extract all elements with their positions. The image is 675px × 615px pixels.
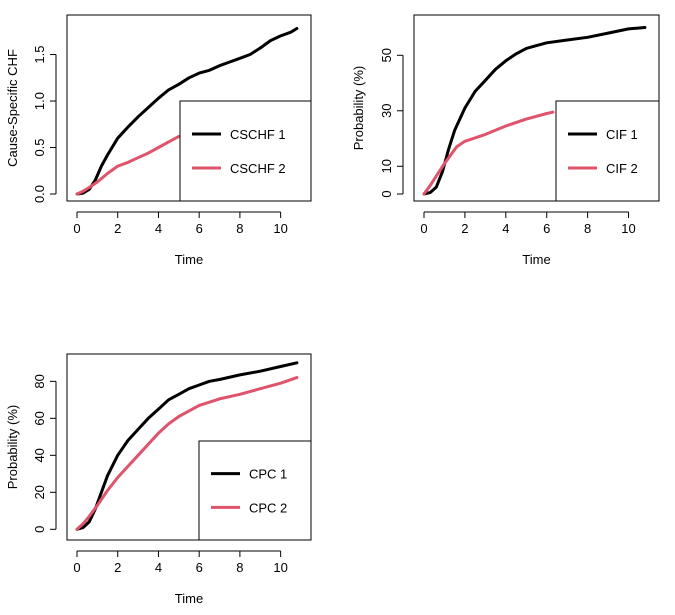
legend-label-2: CSCHF 2 <box>230 161 286 176</box>
x-axis-label: Time <box>175 591 203 606</box>
series-line-2 <box>75 376 299 531</box>
x-tick-label: 10 <box>273 221 287 236</box>
y-axis-label: Cause-Specific CHF <box>5 49 20 167</box>
y-tick-label: 80 <box>32 374 47 388</box>
x-tick-label: 8 <box>236 221 243 236</box>
series-line-2 <box>422 110 555 196</box>
x-tick-label: 0 <box>73 560 80 575</box>
plot-frame <box>413 14 660 202</box>
legend-label-1: CIF 1 <box>606 127 638 142</box>
x-tick-label: 4 <box>502 221 509 236</box>
x-axis-label: Time <box>522 252 550 267</box>
legend-label-1: CSCHF 1 <box>230 127 286 142</box>
x-tick-label: 0 <box>73 221 80 236</box>
x-tick-label: 4 <box>155 560 162 575</box>
y-tick-label: 60 <box>32 411 47 425</box>
series-line-1 <box>422 26 647 196</box>
x-tick-label: 4 <box>155 221 162 236</box>
chart-cschf: CSCHF 1 CSCHF 2 0 2 4 6 8 10 Time 0.0 0.5 1.0 1.5 Cau… <box>5 14 312 267</box>
y-tick-label: 1.5 <box>32 46 47 64</box>
y-tick-label: 0.0 <box>32 185 47 203</box>
y-tick-label: 0 <box>32 526 47 533</box>
y-tick-label: 30 <box>379 104 394 118</box>
x-tick-label: 6 <box>196 560 203 575</box>
y-axis-label: Probability (%) <box>5 405 20 490</box>
chart-cpc: CPC 1 CPC 2 0 2 4 6 8 10 Time 0 20 40 60 80 Probabilit… <box>5 353 312 606</box>
series-line-2 <box>75 134 181 196</box>
x-tick-label: 10 <box>621 221 635 236</box>
plot-frame <box>66 14 312 202</box>
x-tick-label: 10 <box>273 560 287 575</box>
y-tick-label: 40 <box>32 448 47 462</box>
y-tick-label: 0.5 <box>32 138 47 156</box>
chart-cif: CIF 1 CIF 2 0 2 4 6 8 10 Time 0 10 30 50 Probability … <box>351 14 660 267</box>
y-tick-label: 10 <box>379 159 394 173</box>
y-axis-label: Probability (%) <box>351 66 366 151</box>
legend-label-1: CPC 1 <box>249 467 287 482</box>
series-line-1 <box>75 27 299 196</box>
y-tick-label: 20 <box>32 485 47 499</box>
x-tick-label: 2 <box>461 221 468 236</box>
legend-label-2: CPC 2 <box>249 500 287 515</box>
x-tick-label: 8 <box>236 560 243 575</box>
legend-box <box>555 100 660 202</box>
legend-box <box>198 440 312 541</box>
x-tick-label: 6 <box>196 221 203 236</box>
y-tick-label: 1.0 <box>32 92 47 110</box>
legend-box <box>179 100 312 202</box>
legend-label-2: CIF 2 <box>606 161 638 176</box>
x-tick-label: 2 <box>114 560 121 575</box>
y-tick-label: 0 <box>379 190 394 197</box>
x-tick-label: 6 <box>543 221 550 236</box>
x-tick-label: 2 <box>114 221 121 236</box>
y-tick-label: 50 <box>379 48 394 62</box>
plot-frame <box>66 353 312 541</box>
x-tick-label: 8 <box>584 221 591 236</box>
x-axis-label: Time <box>175 252 203 267</box>
x-tick-label: 0 <box>420 221 427 236</box>
